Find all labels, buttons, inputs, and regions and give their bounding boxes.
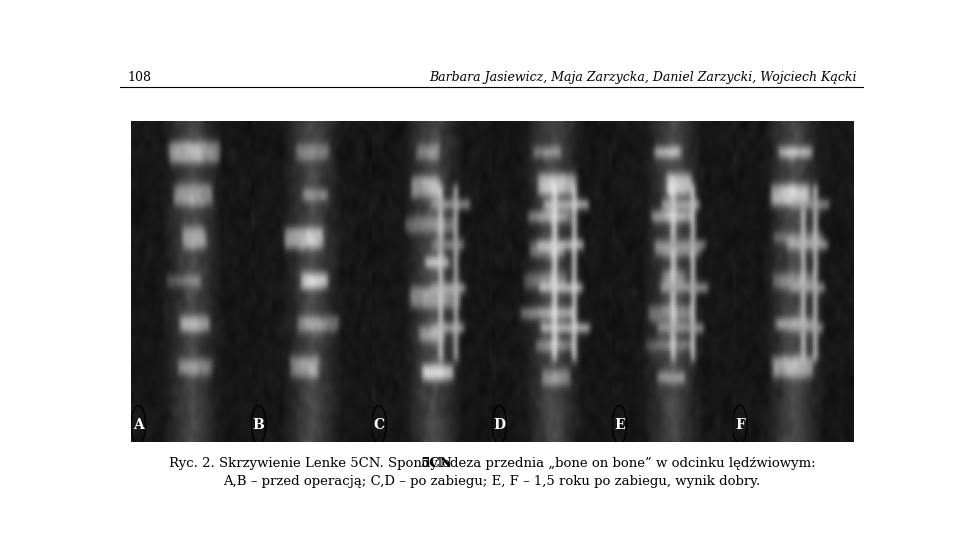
Text: A,B – przed operacją; C,D – po zabiegu; E, F – 1,5 roku po zabiegu, wynik dobry.: A,B – przed operacją; C,D – po zabiegu; …	[224, 475, 760, 488]
Text: Ryc. 2. Skrzywienie Lenke 5CN. Spondylodeza przednia „bone on bone” w odcinku lę: Ryc. 2. Skrzywienie Lenke 5CN. Spondylod…	[169, 456, 815, 469]
Text: Barbara Jasiewicz, Maja Zarzycka, Daniel Zarzycki, Wojciech Kącki: Barbara Jasiewicz, Maja Zarzycka, Daniel…	[429, 72, 856, 85]
Text: 108: 108	[128, 72, 152, 85]
Text: 5CN: 5CN	[421, 456, 453, 469]
